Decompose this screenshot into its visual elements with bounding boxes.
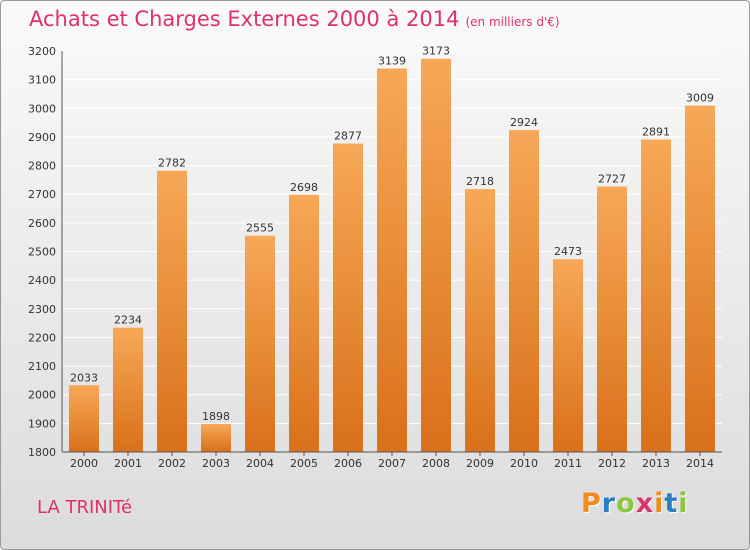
data-label: 2727 <box>598 172 626 185</box>
x-tick-label: 2014 <box>686 457 714 470</box>
logo-letter: t <box>664 488 679 519</box>
data-label: 2877 <box>334 130 362 143</box>
bar-2003 <box>201 423 231 452</box>
data-label: 2555 <box>246 222 274 235</box>
bar-2010 <box>509 130 539 452</box>
place-name: LA TRINITé <box>37 497 133 518</box>
chart-title: Achats et Charges Externes 2000 à 2014 (e… <box>29 7 560 31</box>
y-tick-label: 1900 <box>28 417 56 430</box>
data-label: 2698 <box>290 181 318 194</box>
x-tick-label: 2013 <box>642 457 670 470</box>
y-tick-label: 1800 <box>28 446 56 459</box>
y-tick-label: 3000 <box>28 102 56 115</box>
chart-title-text: Achats et Charges Externes 2000 à 2014 <box>29 7 460 31</box>
bar-2002 <box>157 170 187 452</box>
logo-letter: r <box>601 488 617 519</box>
y-tick-label: 2900 <box>28 131 56 144</box>
data-label: 3173 <box>422 45 450 58</box>
x-tick-label: 2001 <box>114 457 142 470</box>
bar-2000 <box>69 385 99 452</box>
chart-subtitle: (en milliers d'€) <box>465 15 560 29</box>
bar-2008 <box>421 58 451 452</box>
y-tick-label: 2800 <box>28 160 56 173</box>
bars: 2033 2234 2782 1898 2555 2698 2877 3139 3173 2718… <box>69 45 715 453</box>
y-tick-label: 2000 <box>28 389 56 402</box>
data-label: 2782 <box>158 157 186 170</box>
x-tick-label: 2012 <box>598 457 626 470</box>
logo-letter: P <box>581 488 602 519</box>
x-tick-label: 2008 <box>422 457 450 470</box>
y-tick-label: 3100 <box>28 74 56 87</box>
logo-letter: i <box>654 488 665 519</box>
x-tick-label: 2011 <box>554 457 582 470</box>
logo-letter: x <box>635 488 655 519</box>
logo-letter: i <box>678 488 689 519</box>
y-tick-label: 2600 <box>28 217 56 230</box>
data-label: 2924 <box>510 116 538 129</box>
bar-2013 <box>641 139 671 453</box>
x-tick-label: 2007 <box>378 457 406 470</box>
data-label: 2718 <box>466 175 494 188</box>
data-label: 2234 <box>114 314 142 327</box>
axes: 1800 1900 2000 2100 2200 2300 2400 2500 2600 2700… <box>28 45 722 470</box>
x-tick-label: 2003 <box>202 457 230 470</box>
data-label: 2033 <box>70 371 98 384</box>
bar-2007 <box>377 68 407 453</box>
x-tick-label: 2000 <box>70 457 98 470</box>
y-tick-label: 2100 <box>28 360 56 373</box>
x-tick-label: 2009 <box>466 457 494 470</box>
data-label: 3009 <box>686 92 714 105</box>
x-tick-label: 2006 <box>334 457 362 470</box>
y-tick-label: 2300 <box>28 303 56 316</box>
bar-2006 <box>333 143 363 453</box>
x-tick-label: 2005 <box>290 457 318 470</box>
bar-2012 <box>597 186 627 452</box>
x-tick-label: 2004 <box>246 457 274 470</box>
y-tick-label: 2400 <box>28 274 56 287</box>
y-tick-label: 3200 <box>28 45 56 58</box>
bar-2014 <box>685 105 715 452</box>
bar-2004 <box>245 235 275 452</box>
data-label: 3139 <box>378 54 406 67</box>
bar-2001 <box>113 327 143 452</box>
x-tick-label: 2010 <box>510 457 538 470</box>
proxiti-logo[interactable]: Proxiti <box>581 488 689 519</box>
logo-letter: o <box>616 488 636 519</box>
x-tick-label: 2002 <box>158 457 186 470</box>
bar-2011 <box>553 259 583 452</box>
y-tick-label: 2700 <box>28 188 56 201</box>
data-label: 2891 <box>642 126 670 139</box>
y-tick-label: 2500 <box>28 246 56 259</box>
y-tick-label: 2200 <box>28 331 56 344</box>
data-label: 1898 <box>202 410 230 423</box>
data-label: 2473 <box>554 245 582 258</box>
bar-2005 <box>289 194 319 452</box>
bar-2009 <box>465 189 495 452</box>
